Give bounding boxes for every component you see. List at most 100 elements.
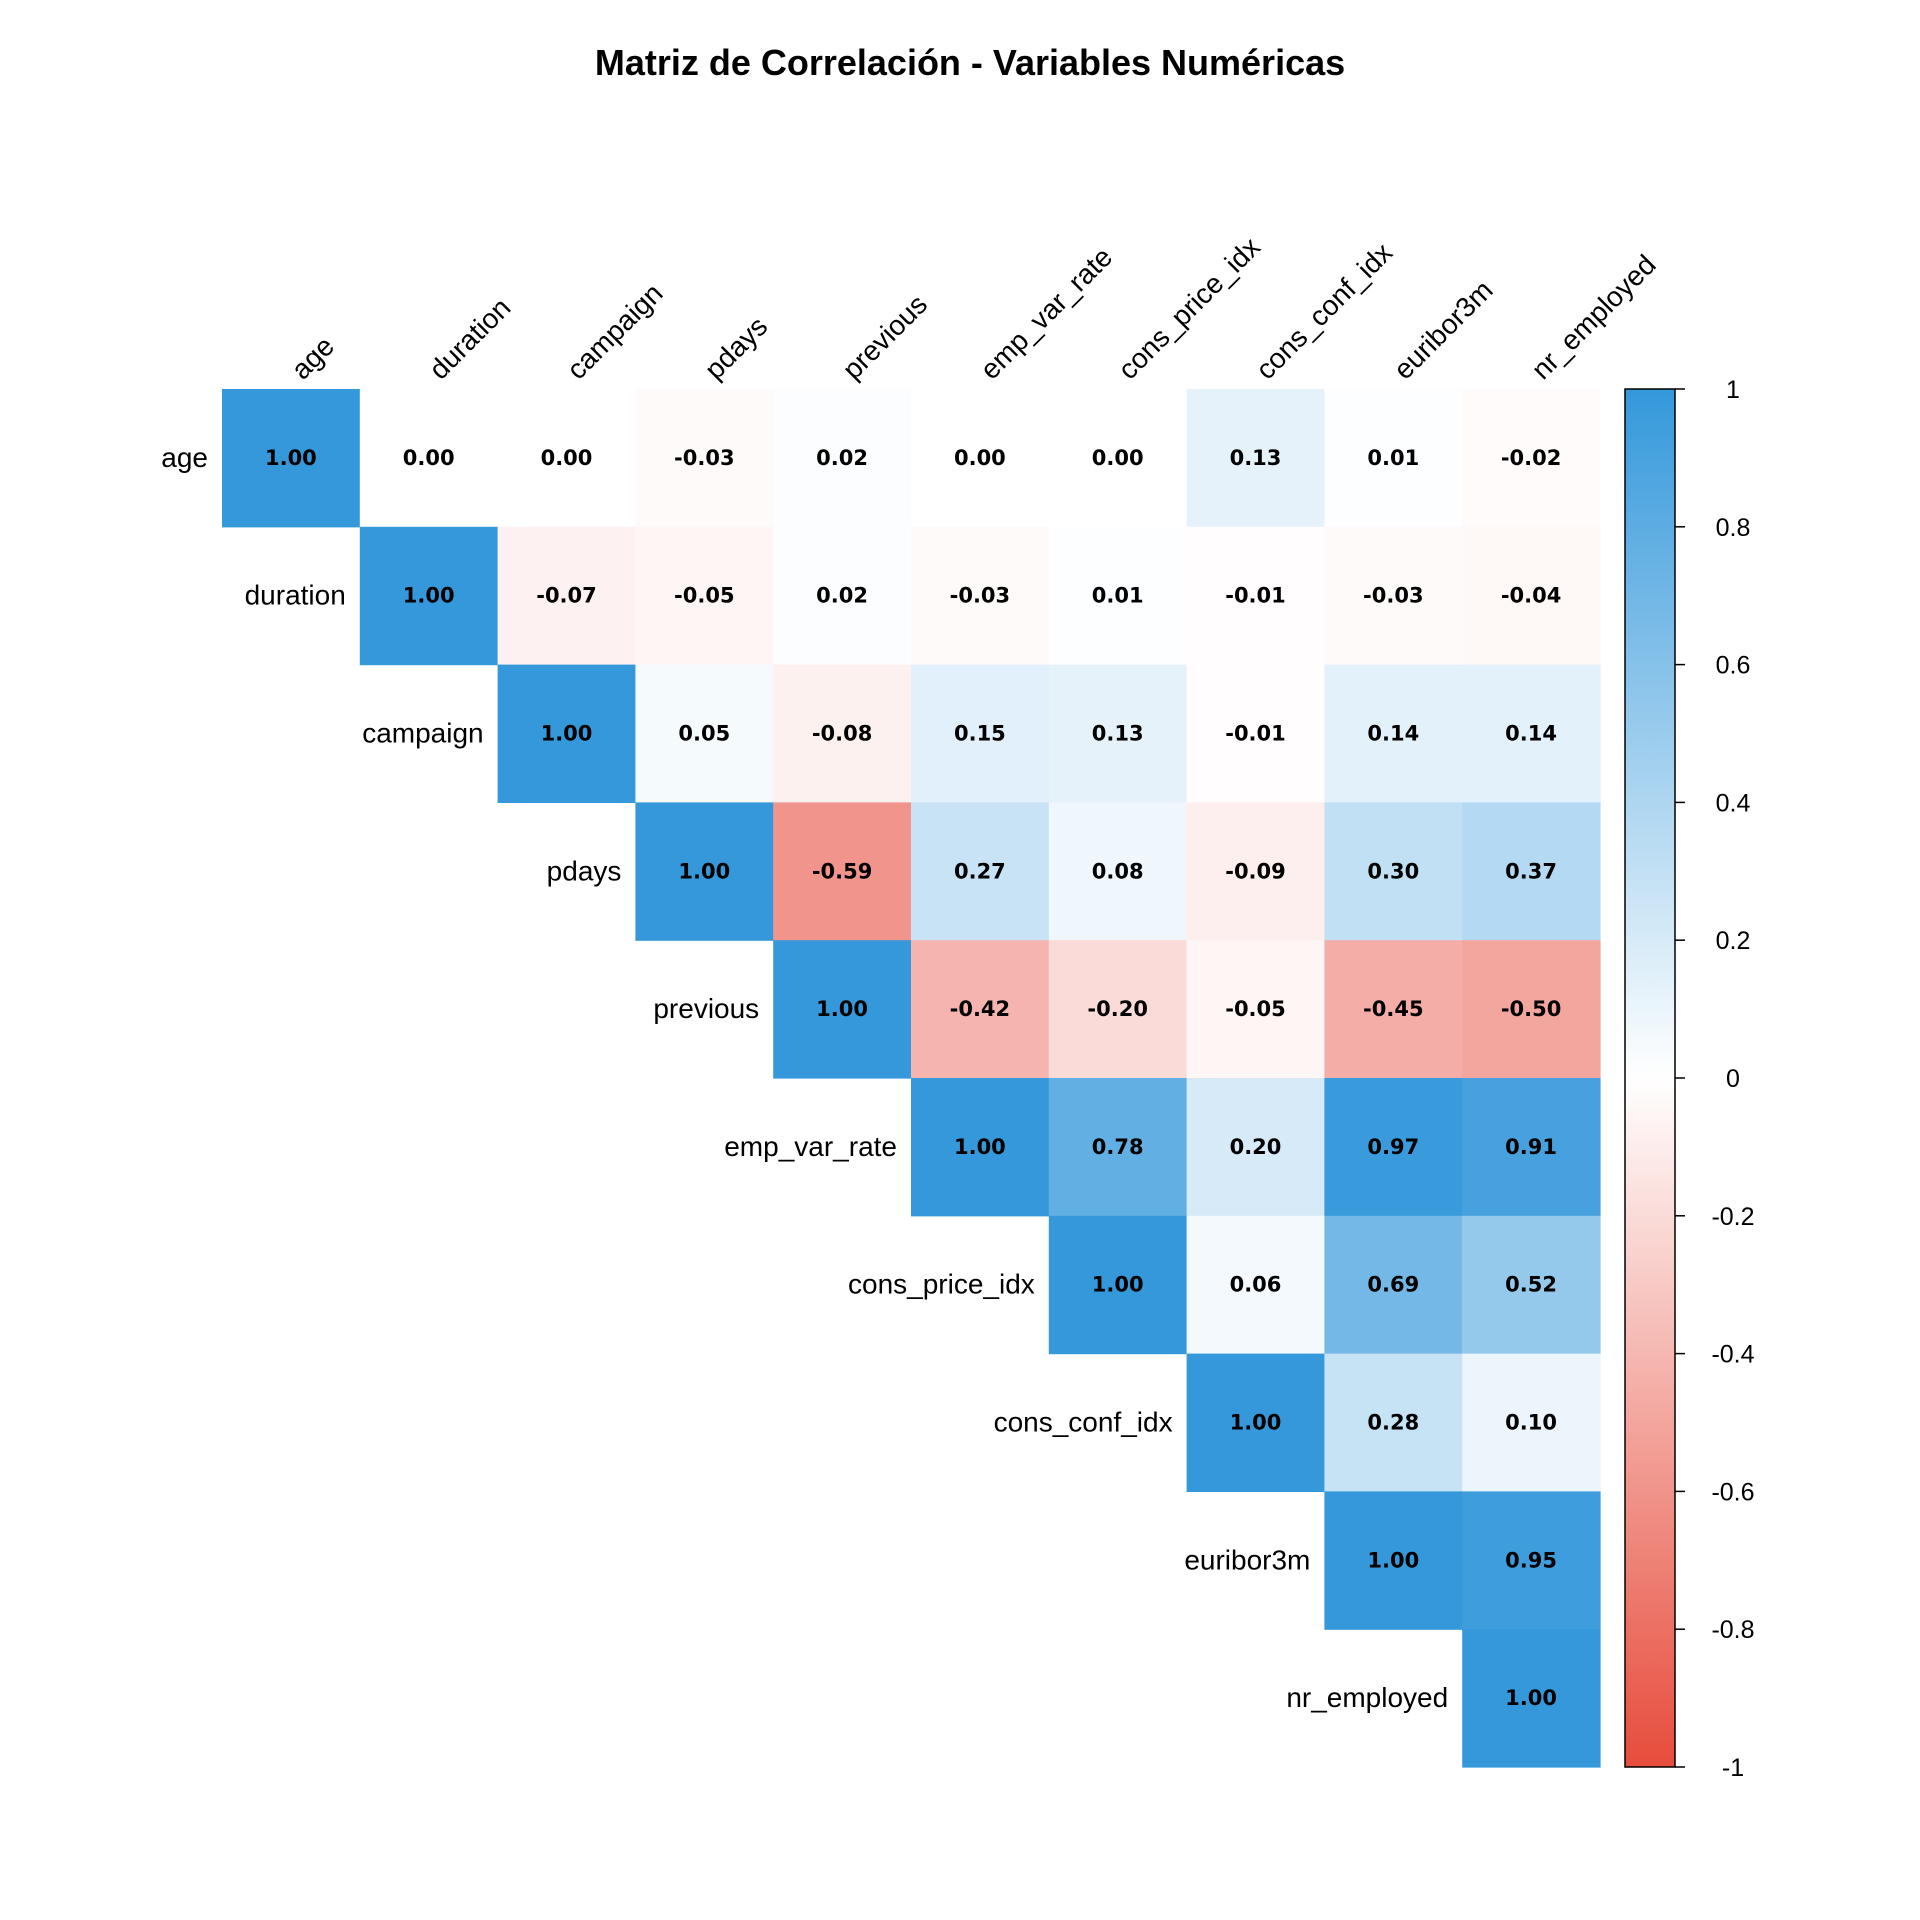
heatmap-cell-age-euribor3m xyxy=(1324,389,1463,528)
color-legend-tick-label: 1 xyxy=(1726,376,1740,404)
cell-value-pdays-previous: -0.59 xyxy=(812,859,873,883)
cell-value-previous-cons_price_idx: -0.20 xyxy=(1087,997,1148,1021)
heatmap-cell-nr_employed-nr_employed xyxy=(1462,1629,1601,1768)
cell-value-cons_price_idx-nr_employed: 0.52 xyxy=(1505,1273,1557,1297)
cell-value-duration-euribor3m: -0.03 xyxy=(1363,584,1424,608)
cell-value-age-cons_conf_idx: 0.13 xyxy=(1230,446,1282,470)
cell-value-cons_price_idx-cons_price_idx: 1.00 xyxy=(1092,1273,1144,1297)
cell-value-campaign-nr_employed: 0.14 xyxy=(1505,722,1557,746)
color-legend: 1 0.8 0.6 0.4 0.2 0 -0.2 -0.4 -0.6 -0.8 -1 xyxy=(1624,376,1755,1782)
column-label-previous: previous xyxy=(836,288,933,385)
cell-value-cons_price_idx-euribor3m: 0.69 xyxy=(1367,1273,1419,1297)
heatmap-cell-age-nr_employed xyxy=(1462,389,1601,528)
cell-value-pdays-nr_employed: 0.37 xyxy=(1505,859,1557,883)
cell-value-pdays-cons_conf_idx: -0.09 xyxy=(1225,859,1286,883)
cell-value-age-pdays: -0.03 xyxy=(674,446,735,470)
heatmap-cell-age-cons_conf_idx xyxy=(1186,389,1325,528)
heatmap-cell-duration-nr_employed xyxy=(1462,526,1601,666)
heatmap-cell-emp_var_rate-nr_employed xyxy=(1462,1078,1601,1217)
row-label-age: age xyxy=(161,442,208,473)
heatmap-cell-age-campaign xyxy=(497,389,636,528)
column-label-euribor3m: euribor3m xyxy=(1388,274,1499,385)
heatmap-cell-euribor3m-nr_employed xyxy=(1462,1491,1601,1630)
heatmap-cell-campaign-emp_var_rate xyxy=(911,664,1050,803)
heatmap-cell-previous-euribor3m xyxy=(1324,940,1463,1079)
heatmap-cell-age-age xyxy=(222,389,361,528)
heatmap-cell-cons_conf_idx-cons_conf_idx xyxy=(1186,1353,1325,1492)
heatmap-cell-age-duration xyxy=(359,389,499,528)
cell-value-cons_conf_idx-cons_conf_idx: 1.00 xyxy=(1230,1411,1282,1435)
row-label-emp_var_rate: emp_var_rate xyxy=(724,1131,897,1162)
heatmap-cell-emp_var_rate-cons_price_idx xyxy=(1048,1078,1188,1217)
cell-value-age-previous: 0.02 xyxy=(816,446,868,470)
heatmap-cell-cons_conf_idx-nr_employed xyxy=(1462,1353,1601,1492)
heatmap-cell-cons_price_idx-cons_price_idx xyxy=(1048,1215,1188,1355)
cell-value-emp_var_rate-cons_price_idx: 0.78 xyxy=(1092,1135,1144,1159)
color-legend-tick-label: -0.6 xyxy=(1711,1478,1754,1506)
row-label-nr_employed: nr_employed xyxy=(1286,1682,1448,1713)
heatmap-cell-duration-euribor3m xyxy=(1324,526,1463,666)
cell-value-campaign-emp_var_rate: 0.15 xyxy=(954,722,1006,746)
column-label-cons_price_idx: cons_price_idx xyxy=(1112,231,1266,385)
column-label-emp_var_rate: emp_var_rate xyxy=(974,241,1118,385)
heatmap-cell-emp_var_rate-cons_conf_idx xyxy=(1186,1078,1325,1217)
cell-value-previous-nr_employed: -0.50 xyxy=(1501,997,1562,1021)
heatmap-cell-duration-pdays xyxy=(635,526,774,666)
heatmap-cell-pdays-cons_conf_idx xyxy=(1186,802,1325,941)
heatmap-cell-euribor3m-euribor3m xyxy=(1324,1491,1463,1630)
heatmap-cells: 1.00 0.00 0.00 -0.03 0.02 0.00 0.00 0.13 0.01 -0.… xyxy=(222,389,1601,1768)
cell-value-duration-emp_var_rate: -0.03 xyxy=(950,584,1011,608)
heatmap-cell-campaign-cons_conf_idx xyxy=(1186,664,1325,803)
cell-value-campaign-cons_conf_idx: -0.01 xyxy=(1225,722,1286,746)
row-labels: age duration campaign pdays previous emp_var_… xyxy=(161,442,1448,1713)
cell-value-previous-euribor3m: -0.45 xyxy=(1363,997,1424,1021)
cell-value-duration-duration: 1.00 xyxy=(403,584,455,608)
heatmap-cell-campaign-cons_price_idx xyxy=(1048,664,1188,803)
cell-value-duration-pdays: -0.05 xyxy=(674,584,735,608)
column-label-pdays: pdays xyxy=(699,310,774,385)
cell-value-previous-cons_conf_idx: -0.05 xyxy=(1225,997,1286,1021)
cell-value-pdays-cons_price_idx: 0.08 xyxy=(1092,859,1144,883)
cell-value-cons_conf_idx-euribor3m: 0.28 xyxy=(1367,1411,1419,1435)
heatmap-cell-age-cons_price_idx xyxy=(1048,389,1188,528)
color-legend-bar xyxy=(1624,388,1676,1768)
row-label-duration: duration xyxy=(245,580,346,611)
heatmap-cell-cons_price_idx-nr_employed xyxy=(1462,1215,1601,1355)
heatmap-cell-campaign-pdays xyxy=(635,664,774,803)
color-legend-tick-label: 0.2 xyxy=(1716,927,1751,955)
column-label-age: age xyxy=(285,330,340,385)
heatmap-cell-pdays-nr_employed xyxy=(1462,802,1601,941)
cell-value-duration-campaign: -0.07 xyxy=(536,584,597,608)
heatmap-cell-cons_price_idx-euribor3m xyxy=(1324,1215,1463,1355)
cell-value-duration-previous: 0.02 xyxy=(816,584,868,608)
color-legend-tick-label: -0.4 xyxy=(1711,1341,1754,1369)
row-label-previous: previous xyxy=(653,993,759,1024)
heatmap-cell-duration-cons_conf_idx xyxy=(1186,526,1325,666)
column-label-campaign: campaign xyxy=(561,277,669,385)
cell-value-age-age: 1.00 xyxy=(265,446,317,470)
cell-value-previous-emp_var_rate: -0.42 xyxy=(950,997,1011,1021)
heatmap-cell-campaign-campaign xyxy=(497,664,636,803)
heatmap-cell-pdays-pdays xyxy=(635,802,774,941)
heatmap-cell-age-pdays xyxy=(635,389,774,528)
cell-value-age-nr_employed: -0.02 xyxy=(1501,446,1562,470)
cell-value-age-cons_price_idx: 0.00 xyxy=(1092,446,1144,470)
heatmap-cell-pdays-emp_var_rate xyxy=(911,802,1050,941)
cell-value-age-emp_var_rate: 0.00 xyxy=(954,446,1006,470)
heatmap-cell-previous-cons_conf_idx xyxy=(1186,940,1325,1079)
heatmap-cell-emp_var_rate-euribor3m xyxy=(1324,1078,1463,1217)
cell-value-pdays-emp_var_rate: 0.27 xyxy=(954,859,1006,883)
cell-value-cons_price_idx-cons_conf_idx: 0.06 xyxy=(1230,1273,1282,1297)
heatmap-cell-pdays-previous xyxy=(773,802,912,941)
cell-value-age-euribor3m: 0.01 xyxy=(1367,446,1419,470)
heatmap-cell-age-previous xyxy=(773,389,912,528)
cell-value-euribor3m-euribor3m: 1.00 xyxy=(1367,1548,1419,1572)
cell-value-euribor3m-nr_employed: 0.95 xyxy=(1505,1548,1557,1572)
column-label-nr_employed: nr_employed xyxy=(1525,249,1661,385)
row-label-cons_price_idx: cons_price_idx xyxy=(848,1269,1035,1300)
heatmap-cell-duration-emp_var_rate xyxy=(911,526,1050,666)
heatmap-cell-duration-duration xyxy=(359,526,499,666)
chart-title: Matriz de Correlación - Variables Numéri… xyxy=(595,42,1345,83)
heatmap-cell-duration-campaign xyxy=(497,526,636,666)
